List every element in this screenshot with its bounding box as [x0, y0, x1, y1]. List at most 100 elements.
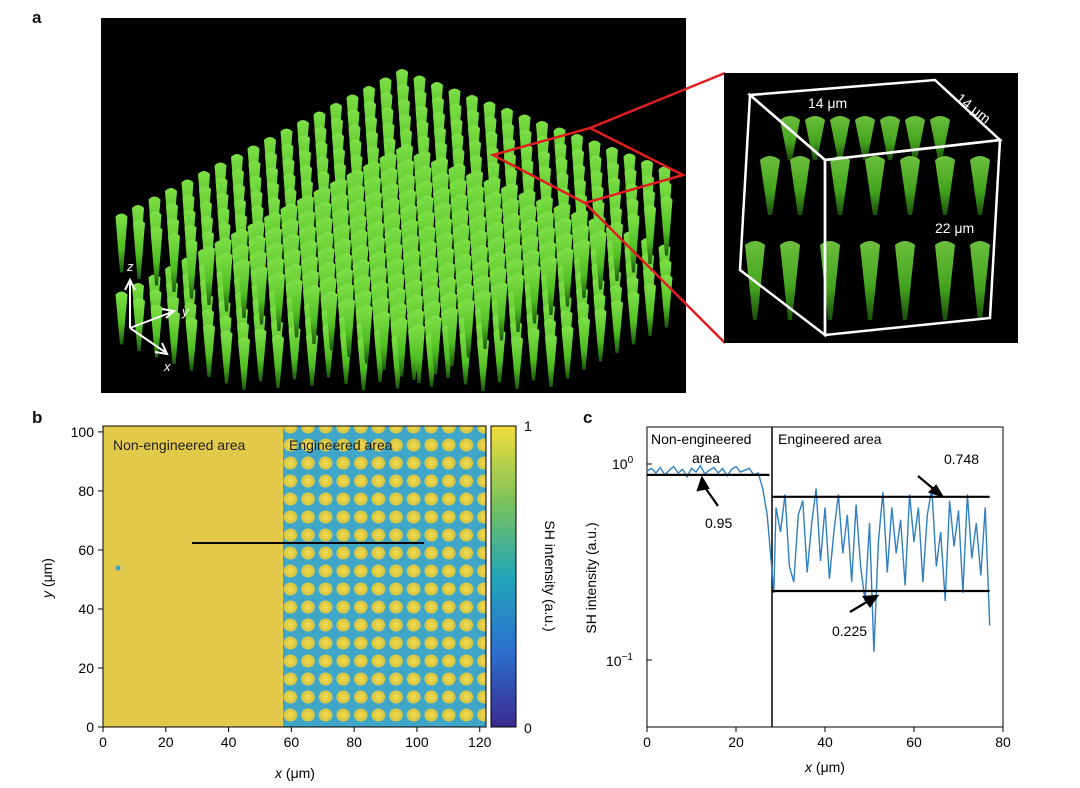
heatmap-x-label: x (μm): [274, 765, 315, 781]
inset-crystal: [855, 116, 875, 160]
inset-crystals: [745, 116, 990, 320]
crystal-spike: [545, 256, 557, 315]
defect-dot: [115, 565, 121, 571]
inset-crystal: [780, 241, 800, 320]
inset-crystal: [830, 116, 850, 160]
crystal-spike: [561, 325, 574, 379]
crystal-spike: [660, 196, 673, 256]
crystal-spike: [413, 324, 425, 383]
crystal-spike: [115, 213, 128, 273]
crystal-spike: [255, 265, 268, 325]
crystal-spike: [238, 337, 250, 390]
colorbar-max: 1: [524, 418, 532, 434]
crystal-spike: [594, 308, 607, 362]
heatmap-xtick-label: 100: [405, 734, 429, 750]
annotation-0-225: 0.225: [832, 623, 867, 639]
crystal-spike: [273, 272, 285, 331]
heatmap-xtick-label: 120: [468, 734, 492, 750]
panel-b-heatmap: Non-engineered area Engineered area 0 20 4…: [39, 418, 558, 781]
heatmap-ytick-label: 80: [78, 483, 94, 499]
heatmap-xtick-label: 0: [99, 734, 107, 750]
linecut-x-ticks: 0 20 40 60 80: [643, 727, 1011, 750]
linecut-ytick-top: 100: [612, 455, 634, 472]
annotation-0-748: 0.748: [944, 451, 979, 467]
crystal-array: [115, 69, 673, 391]
crystal-spike: [203, 324, 215, 377]
inset-crystal: [865, 156, 885, 215]
heatmap-frame: [102, 425, 487, 728]
crystal-spike: [288, 326, 301, 380]
crystal-spike: [150, 226, 163, 286]
engineered-region: [283, 426, 486, 727]
panel-c-linecut-plot: Non-engineered area Engineered area 0.95…: [583, 426, 1011, 775]
crystal-spike: [220, 252, 233, 312]
heatmap-y-label: y (μm): [39, 558, 55, 599]
inset-crystal: [935, 241, 955, 320]
crystal-spike: [360, 304, 373, 364]
annotation-0-95: 0.95: [705, 515, 732, 531]
linecut-xtick-label: 80: [995, 734, 1011, 750]
inset-crystal: [930, 116, 950, 160]
linecut-region-left-line2: area: [692, 450, 720, 466]
annotation-arrows: [696, 475, 945, 613]
crystal-spike: [343, 298, 355, 357]
linecut-region-left-line1: Non-engineered: [651, 431, 751, 447]
crystal-spike: [185, 317, 198, 371]
crystal-spike: [203, 246, 215, 305]
inset-crystal: [780, 116, 800, 160]
heatmap-ytick-label: 0: [86, 719, 94, 735]
crystal-spike: [512, 273, 524, 332]
linecut-y-label: SH intensity (a.u.): [583, 522, 599, 633]
crystal-spike: [527, 327, 540, 381]
linecut-region-right-label: Engineered area: [778, 431, 882, 447]
crystal-spike: [446, 307, 458, 366]
crystal-spike: [493, 329, 506, 383]
axis-y-label: y: [181, 304, 190, 319]
crystal-spike: [578, 239, 590, 298]
crystal-spike: [644, 205, 656, 264]
crystal-spike: [477, 338, 489, 391]
linecut-xtick-label: 40: [817, 734, 833, 750]
non-engineered-region: [103, 426, 291, 727]
crystal-spike: [395, 317, 408, 377]
panel-a-letter: a: [32, 8, 42, 27]
heatmap-x-ticks: 0 20 40 60 80 100 120: [99, 727, 492, 750]
colorbar-min: 0: [524, 720, 532, 736]
linecut-ytick-bottom: 10−1: [606, 652, 633, 669]
panel-a-figure: z y x 14 μm 14 μm 22 μm: [101, 18, 1018, 393]
heatmap-xtick-label: 20: [158, 734, 174, 750]
crystal-spike: [479, 290, 491, 349]
crystal-spike: [306, 333, 318, 386]
crystal-spike: [220, 330, 233, 384]
crystal-spike: [644, 283, 656, 336]
crystal-spike: [168, 233, 180, 292]
inset-crystal: [970, 241, 990, 320]
crystal-spike: [168, 311, 180, 364]
inset-crystal: [970, 156, 990, 215]
crystal-spike: [627, 291, 640, 345]
inset-crystal: [805, 116, 825, 160]
heatmap-region-right-label: Engineered area: [289, 437, 393, 453]
axis-x-label: x: [163, 359, 171, 374]
crystal-spike: [272, 335, 284, 388]
heatmap-region-left-label: Non-engineered area: [113, 437, 246, 453]
inset-crystal: [895, 241, 915, 320]
inset-crystal: [860, 241, 880, 320]
crystal-spike: [254, 328, 267, 382]
inset-crystal: [935, 156, 955, 215]
crystal-spike: [545, 334, 557, 387]
crystal-spike: [429, 315, 442, 375]
heatmap-xtick-label: 60: [284, 734, 300, 750]
heatmap-ytick-label: 60: [78, 542, 94, 558]
crystal-spike: [290, 278, 303, 338]
panel-c-letter: c: [583, 408, 593, 427]
crystal-spike: [133, 220, 145, 279]
crystal-spike: [578, 317, 590, 370]
colorbar-label: SH intensity (a.u.): [542, 520, 558, 631]
heatmap-y-ticks: 0 20 40 60 80 100: [71, 424, 103, 735]
linecut-frame: [646, 426, 1004, 728]
crystal-spike: [627, 213, 640, 273]
crystal-spike: [511, 336, 523, 389]
crystal-spike: [594, 230, 607, 290]
axis-z-label: z: [126, 259, 134, 274]
